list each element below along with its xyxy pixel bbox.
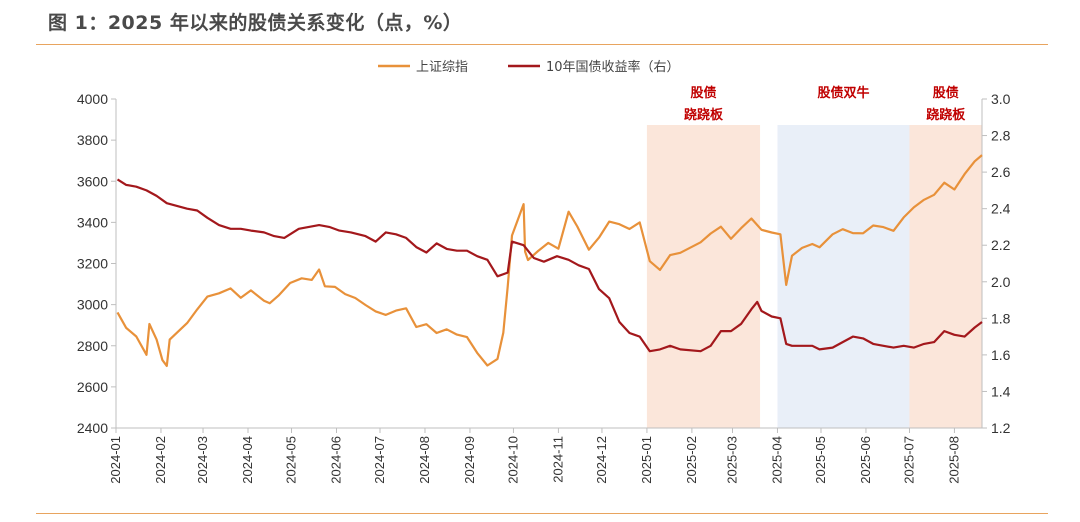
x-tick-label: 2024-12 [594,436,609,484]
right-tick-label: 2.8 [991,128,1011,144]
x-tick-label: 2025-05 [813,436,828,484]
left-tick-label: 3000 [77,297,108,313]
top-divider [36,44,1048,45]
right-tick-label: 1.4 [991,383,1011,399]
right-tick-label: 2.6 [991,164,1011,180]
left-tick-label: 2400 [77,420,108,436]
right-tick-label: 2.4 [991,201,1011,217]
x-tick-label: 2025-08 [946,436,961,484]
left-tick-label: 3400 [77,214,108,230]
right-tick-label: 1.8 [991,310,1011,326]
x-tick-label: 2024-01 [108,436,123,484]
right-tick-label: 1.6 [991,347,1011,363]
x-tick-label: 2025-02 [684,436,699,484]
region-label-1-line-1: 股债 [690,85,716,101]
bottom-divider [36,513,1048,514]
x-tick-label: 2024-06 [328,436,343,484]
region-band-3 [909,125,982,428]
x-tick-label: 2025-01 [639,436,654,484]
left-tick-label: 2600 [77,379,108,395]
right-tick-label: 2.0 [991,274,1011,290]
x-tick-label: 2024-10 [505,436,520,484]
region-label-3-line-2: 跷跷板 [926,107,966,123]
left-tick-label: 2800 [77,338,108,354]
right-tick-label: 1.2 [991,420,1011,436]
legend-label-1: 上证综指 [416,60,468,75]
x-tick-label: 2025-06 [858,436,873,484]
chart-series [116,154,983,367]
region-band-2 [777,125,910,428]
series-line-yield [116,178,983,353]
x-tick-label: 2024-03 [195,436,210,484]
region-label-1-line-2: 跷跷板 [684,107,724,123]
x-tick-label: 2024-02 [153,436,168,484]
x-tick-label: 2024-08 [417,436,432,484]
x-tick-label: 2024-05 [284,436,299,484]
legend-label-2: 10年国债收益率（右） [546,59,680,75]
x-tick-label: 2025-03 [724,436,739,484]
chart-legend: 上证综指 10年国债收益率（右） [378,59,680,75]
x-tick-label: 2024-09 [462,436,477,484]
region-label-2-line-1: 股债双牛 [817,85,869,101]
x-tick-label: 2024-04 [240,436,255,484]
x-tick-label: 2025-04 [769,436,784,484]
left-tick-label: 3600 [77,173,108,189]
x-tick-label: 2025-07 [901,436,916,484]
left-tick-label: 4000 [77,91,108,107]
region-label-3-line-1: 股债 [933,85,959,101]
x-tick-label: 2024-07 [372,436,387,484]
chart-axes: 4000 3800 3600 3400 3200 3000 2800 2600 2400 3.0 2… [77,91,1011,484]
series-line-index [116,154,983,367]
left-tick-label: 3200 [77,256,108,272]
region-band-1 [646,125,761,428]
right-tick-label: 2.2 [991,237,1011,253]
x-tick-label: 2024-11 [550,436,565,483]
right-tick-label: 3.0 [991,91,1011,107]
region-bands [646,125,982,428]
left-tick-label: 3800 [77,132,108,148]
chart-title: 图 1：2025 年以来的股债关系变化（点，%） [48,12,463,34]
